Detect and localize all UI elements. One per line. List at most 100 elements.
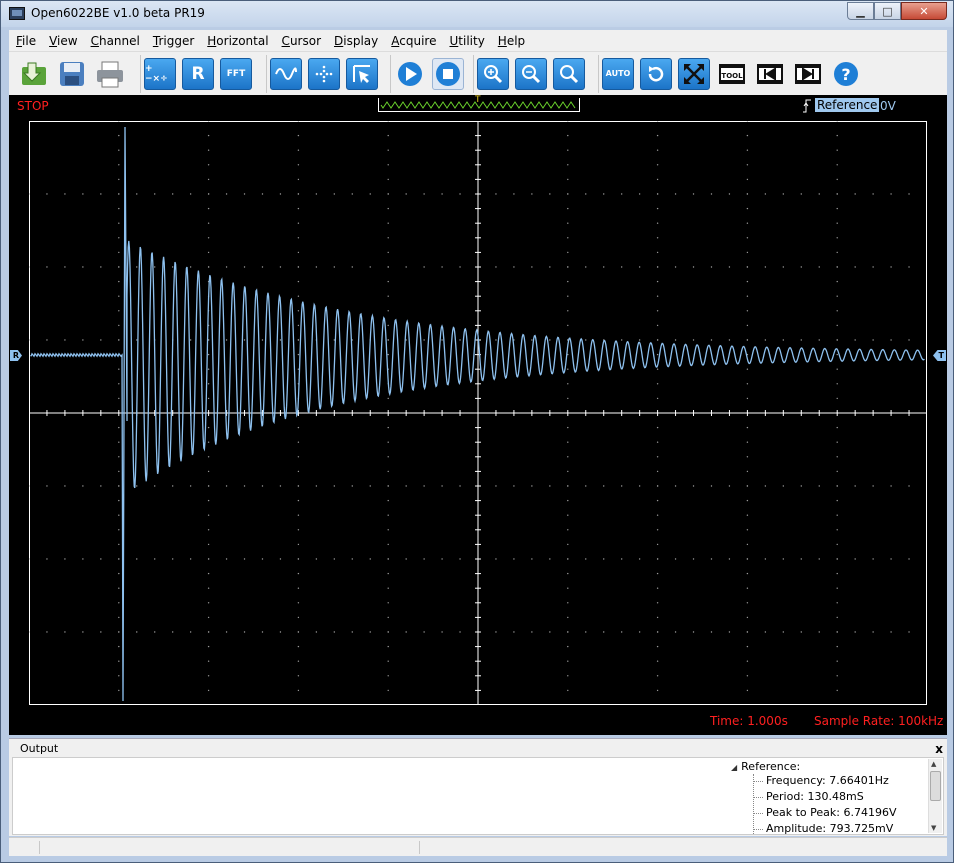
- auto-button[interactable]: AUTO: [602, 58, 634, 90]
- menu-file[interactable]: File: [9, 34, 42, 48]
- trigger-level: 0V: [880, 99, 896, 113]
- output-title: Output: [20, 742, 59, 755]
- menu-label-rest: tility: [458, 33, 485, 48]
- menu-accelerator: V: [49, 33, 58, 48]
- menu-bar: File View Channel Trigger Horizontal Cursor Di…: [9, 30, 947, 51]
- acquisition-status: STOP: [17, 99, 49, 113]
- scroll-thumb[interactable]: [930, 771, 941, 801]
- tree-root[interactable]: ◢ Reference:: [731, 760, 800, 773]
- cursor-button[interactable]: [346, 58, 378, 90]
- menu-label-rest: orizontal: [216, 33, 269, 48]
- dots-button[interactable]: [308, 58, 340, 90]
- menu-trigger[interactable]: Trigger: [146, 34, 200, 48]
- menu-accelerator: D: [334, 33, 344, 48]
- menu-accelerator: C: [90, 33, 99, 48]
- title-bar[interactable]: Open6022BE v1.0 beta PR19 ▁ □ ✕: [1, 1, 953, 27]
- print-icon: [97, 61, 123, 88]
- save-button[interactable]: [56, 58, 88, 90]
- trigger-overview-wave: [380, 101, 576, 109]
- toolbar-zoom-group: [473, 55, 588, 93]
- toolbar-run-group: [390, 55, 467, 93]
- output-content[interactable]: ◢ Reference: Frequency: 7.66401Hz Period:…: [12, 757, 944, 835]
- collapse-arrow-icon[interactable]: ◢: [731, 763, 738, 772]
- timebase-readout: Time: 1.000s: [710, 714, 788, 728]
- reference-level-marker[interactable]: R: [10, 350, 22, 361]
- menu-utility[interactable]: Utility: [442, 34, 490, 48]
- zoom-fit-button[interactable]: [553, 58, 585, 90]
- dots-grid-icon: [315, 65, 333, 83]
- menu-acquire[interactable]: Acquire: [384, 34, 442, 48]
- fft-button[interactable]: FFT: [220, 58, 252, 90]
- tree-root-label: Reference:: [741, 760, 801, 773]
- help-label: ?: [841, 65, 850, 84]
- menu-help[interactable]: Help: [491, 34, 531, 48]
- refresh-icon: [648, 66, 664, 82]
- menu-accelerator: T: [152, 33, 159, 48]
- output-scrollbar[interactable]: ▲ ▼: [928, 759, 942, 833]
- scroll-up-icon[interactable]: ▲: [931, 760, 937, 768]
- menu-cursor[interactable]: Cursor: [275, 34, 327, 48]
- minimize-button[interactable]: ▁: [847, 2, 874, 20]
- tool-label: TOOL: [721, 72, 743, 80]
- previous-frame-icon: [757, 64, 783, 84]
- menu-channel[interactable]: Channel: [84, 34, 146, 48]
- next-frame-icon: [795, 64, 821, 84]
- zoom-out-button[interactable]: [515, 58, 547, 90]
- reset-button[interactable]: [640, 58, 672, 90]
- tool-icon: TOOL: [719, 64, 745, 84]
- window-title: Open6022BE v1.0 beta PR19: [31, 6, 205, 20]
- scope-display[interactable]: STOP T Reference 0V R T Time: 1.000s Sam…: [9, 95, 947, 735]
- menu-label-rest: cquire: [399, 33, 437, 48]
- menu-accelerator: F: [16, 33, 23, 48]
- stop-button[interactable]: [432, 58, 464, 90]
- menu-accelerator: H: [497, 33, 507, 48]
- tree-connector: [753, 774, 754, 834]
- zoom-in-button[interactable]: [477, 58, 509, 90]
- close-button[interactable]: ✕: [901, 2, 947, 20]
- math-button[interactable]: +−×÷: [144, 58, 176, 90]
- trigger-position-window[interactable]: [378, 98, 580, 112]
- scroll-down-icon[interactable]: ▼: [931, 824, 937, 832]
- maximize-button[interactable]: □: [874, 2, 901, 20]
- previous-frame-button[interactable]: [754, 58, 786, 90]
- menu-accelerator: A: [391, 33, 400, 48]
- play-icon: [398, 62, 422, 86]
- zoom-out-icon: [522, 65, 541, 84]
- toolbar-channel-group: +−×÷ R FFT: [140, 55, 255, 93]
- next-frame-button[interactable]: [792, 58, 824, 90]
- status-divider: [419, 841, 420, 854]
- help-button[interactable]: ?: [830, 58, 862, 90]
- toolbar-display-group: [266, 55, 381, 93]
- output-panel: Output x ◢ Reference: Frequency: 7.66401H…: [9, 738, 947, 836]
- amplitude-measurement: Amplitude: 793.725mV: [753, 822, 893, 835]
- menu-label-rest: rigger: [158, 33, 195, 48]
- period-measurement: Period: 130.48mS: [753, 790, 864, 803]
- trigger-position-marker[interactable]: T: [475, 95, 481, 105]
- zoom-in-icon: [484, 65, 503, 84]
- save-icon: [60, 62, 84, 86]
- trigger-source[interactable]: Reference: [815, 98, 880, 112]
- status-bar: [9, 837, 947, 856]
- menu-label-rest: ile: [22, 33, 37, 48]
- menu-accelerator: U: [449, 33, 459, 48]
- output-close-button[interactable]: x: [935, 742, 943, 756]
- toolbar: +−×÷ R FFT: [9, 51, 947, 95]
- open-button[interactable]: [18, 58, 50, 90]
- menu-display[interactable]: Display: [327, 34, 384, 48]
- print-button[interactable]: [94, 58, 126, 90]
- menu-view[interactable]: View: [42, 34, 83, 48]
- waveform-plot[interactable]: [29, 121, 927, 705]
- fullscreen-button[interactable]: [678, 58, 710, 90]
- menu-horizontal[interactable]: Horizontal: [200, 34, 274, 48]
- rising-edge-icon: [803, 99, 811, 113]
- app-icon: [9, 7, 25, 20]
- help-icon: ?: [834, 62, 858, 86]
- run-button[interactable]: [394, 58, 426, 90]
- sine-wave-icon: [275, 67, 297, 80]
- reference-button[interactable]: R: [182, 58, 214, 90]
- waveform-button[interactable]: [270, 58, 302, 90]
- trigger-level-marker[interactable]: T: [933, 350, 946, 361]
- magnifier-icon: [560, 65, 579, 84]
- tool-button[interactable]: TOOL: [716, 58, 748, 90]
